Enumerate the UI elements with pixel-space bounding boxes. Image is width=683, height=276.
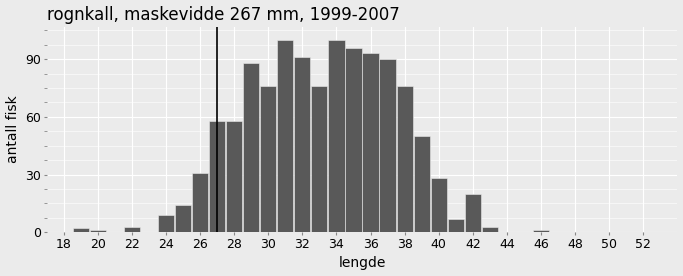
Bar xyxy=(430,179,447,232)
Bar xyxy=(209,121,225,232)
Bar xyxy=(414,136,430,232)
Bar xyxy=(482,227,498,232)
Bar xyxy=(192,173,208,232)
Bar xyxy=(311,86,327,232)
Bar xyxy=(226,121,242,232)
Bar xyxy=(175,205,191,232)
Bar xyxy=(363,54,378,232)
Bar xyxy=(294,57,310,232)
Bar xyxy=(380,59,395,232)
Bar xyxy=(277,40,294,232)
Text: rognkall, maskevidde 267 mm, 1999-2007: rognkall, maskevidde 267 mm, 1999-2007 xyxy=(46,6,400,23)
Bar xyxy=(158,215,174,232)
X-axis label: lengde: lengde xyxy=(338,256,386,270)
Y-axis label: antall fisk: antall fisk xyxy=(5,95,20,163)
Bar xyxy=(533,230,549,232)
Bar xyxy=(124,227,140,232)
Bar xyxy=(243,63,260,232)
Bar xyxy=(447,219,464,232)
Bar xyxy=(346,48,361,232)
Bar xyxy=(397,86,413,232)
Bar xyxy=(329,40,344,232)
Bar xyxy=(464,194,481,232)
Bar xyxy=(260,86,277,232)
Bar xyxy=(89,230,106,232)
Bar xyxy=(72,229,89,232)
